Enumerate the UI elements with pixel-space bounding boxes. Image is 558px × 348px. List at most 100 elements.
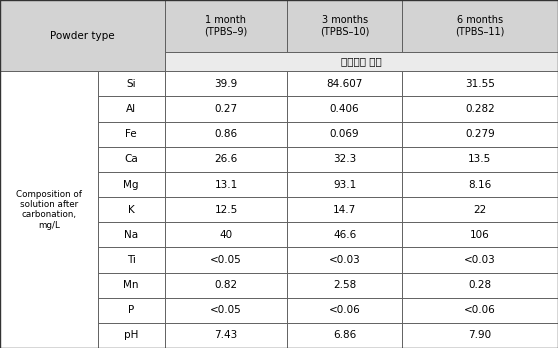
Bar	[402, 323, 558, 348]
Bar	[402, 122, 558, 147]
Text: Ti: Ti	[127, 255, 136, 265]
Text: 12.5: 12.5	[214, 205, 238, 215]
Bar	[287, 0, 402, 52]
Text: 31.55: 31.55	[465, 79, 495, 89]
Bar	[165, 172, 287, 197]
Bar	[165, 52, 558, 71]
Bar	[402, 247, 558, 272]
Bar	[165, 298, 287, 323]
Text: 84.607: 84.607	[326, 79, 363, 89]
Text: <0.06: <0.06	[464, 305, 496, 315]
Bar	[98, 147, 165, 172]
Bar	[287, 272, 402, 298]
Text: Si: Si	[126, 79, 136, 89]
Bar	[98, 247, 165, 272]
Text: 1 month
(TPBS–9): 1 month (TPBS–9)	[204, 15, 248, 37]
Text: 0.27: 0.27	[214, 104, 238, 114]
Text: 40: 40	[219, 230, 233, 240]
Text: <0.05: <0.05	[210, 305, 242, 315]
Text: 2.58: 2.58	[333, 280, 356, 290]
Bar	[0, 0, 165, 71]
Text: 26.6: 26.6	[214, 155, 238, 164]
Bar	[165, 96, 287, 122]
Bar	[165, 122, 287, 147]
Text: 14.7: 14.7	[333, 205, 356, 215]
Bar	[98, 222, 165, 247]
Bar	[287, 96, 402, 122]
Text: 6.86: 6.86	[333, 330, 356, 340]
Bar	[402, 172, 558, 197]
Bar	[98, 272, 165, 298]
Bar	[402, 96, 558, 122]
Bar	[98, 96, 165, 122]
Bar	[287, 147, 402, 172]
Bar	[402, 197, 558, 222]
Bar	[98, 122, 165, 147]
Text: P: P	[128, 305, 134, 315]
Text: 39.9: 39.9	[214, 79, 238, 89]
Bar	[165, 0, 287, 52]
Text: Ca: Ca	[124, 155, 138, 164]
Text: Powder type: Powder type	[50, 31, 114, 41]
Bar	[287, 197, 402, 222]
Bar	[98, 298, 165, 323]
Text: 0.282: 0.282	[465, 104, 495, 114]
Bar	[402, 71, 558, 96]
Bar	[165, 272, 287, 298]
Bar	[287, 247, 402, 272]
Bar	[165, 197, 287, 222]
Text: Al: Al	[126, 104, 136, 114]
Text: 106: 106	[470, 230, 490, 240]
Bar	[402, 0, 558, 52]
Text: 3 months
(TPBS–10): 3 months (TPBS–10)	[320, 15, 369, 37]
Bar	[287, 222, 402, 247]
Text: 탄산화후 용액: 탄산화후 용액	[341, 56, 382, 66]
Bar	[402, 272, 558, 298]
Bar	[165, 222, 287, 247]
Text: <0.03: <0.03	[329, 255, 360, 265]
Bar	[287, 172, 402, 197]
Bar	[287, 122, 402, 147]
Text: K: K	[128, 205, 134, 215]
Bar	[287, 298, 402, 323]
Bar	[98, 71, 165, 96]
Bar	[402, 222, 558, 247]
Text: 7.43: 7.43	[214, 330, 238, 340]
Text: 7.90: 7.90	[468, 330, 492, 340]
Text: 22: 22	[473, 205, 487, 215]
Text: 6 months
(TPBS–11): 6 months (TPBS–11)	[455, 15, 504, 37]
Text: 13.1: 13.1	[214, 180, 238, 190]
Text: 93.1: 93.1	[333, 180, 356, 190]
Text: <0.06: <0.06	[329, 305, 360, 315]
Bar	[98, 197, 165, 222]
Bar	[0, 71, 98, 348]
Bar	[402, 298, 558, 323]
Text: 13.5: 13.5	[468, 155, 492, 164]
Bar	[287, 323, 402, 348]
Text: 0.279: 0.279	[465, 129, 495, 139]
Text: Mg: Mg	[123, 180, 139, 190]
Bar	[98, 172, 165, 197]
Text: pH: pH	[124, 330, 138, 340]
Bar	[165, 71, 287, 96]
Text: Fe: Fe	[126, 129, 137, 139]
Text: 0.28: 0.28	[468, 280, 492, 290]
Text: <0.05: <0.05	[210, 255, 242, 265]
Bar	[165, 147, 287, 172]
Text: 0.406: 0.406	[330, 104, 359, 114]
Text: 0.86: 0.86	[214, 129, 238, 139]
Bar	[402, 147, 558, 172]
Text: Na: Na	[124, 230, 138, 240]
Text: <0.03: <0.03	[464, 255, 496, 265]
Bar	[165, 323, 287, 348]
Text: 0.069: 0.069	[330, 129, 359, 139]
Text: Mn: Mn	[123, 280, 139, 290]
Bar	[287, 71, 402, 96]
Bar	[98, 323, 165, 348]
Text: 46.6: 46.6	[333, 230, 356, 240]
Text: 0.82: 0.82	[214, 280, 238, 290]
Text: Composition of
solution after
carbonation,
mg/L: Composition of solution after carbonatio…	[16, 190, 82, 230]
Bar	[165, 247, 287, 272]
Text: 8.16: 8.16	[468, 180, 492, 190]
Text: 32.3: 32.3	[333, 155, 356, 164]
